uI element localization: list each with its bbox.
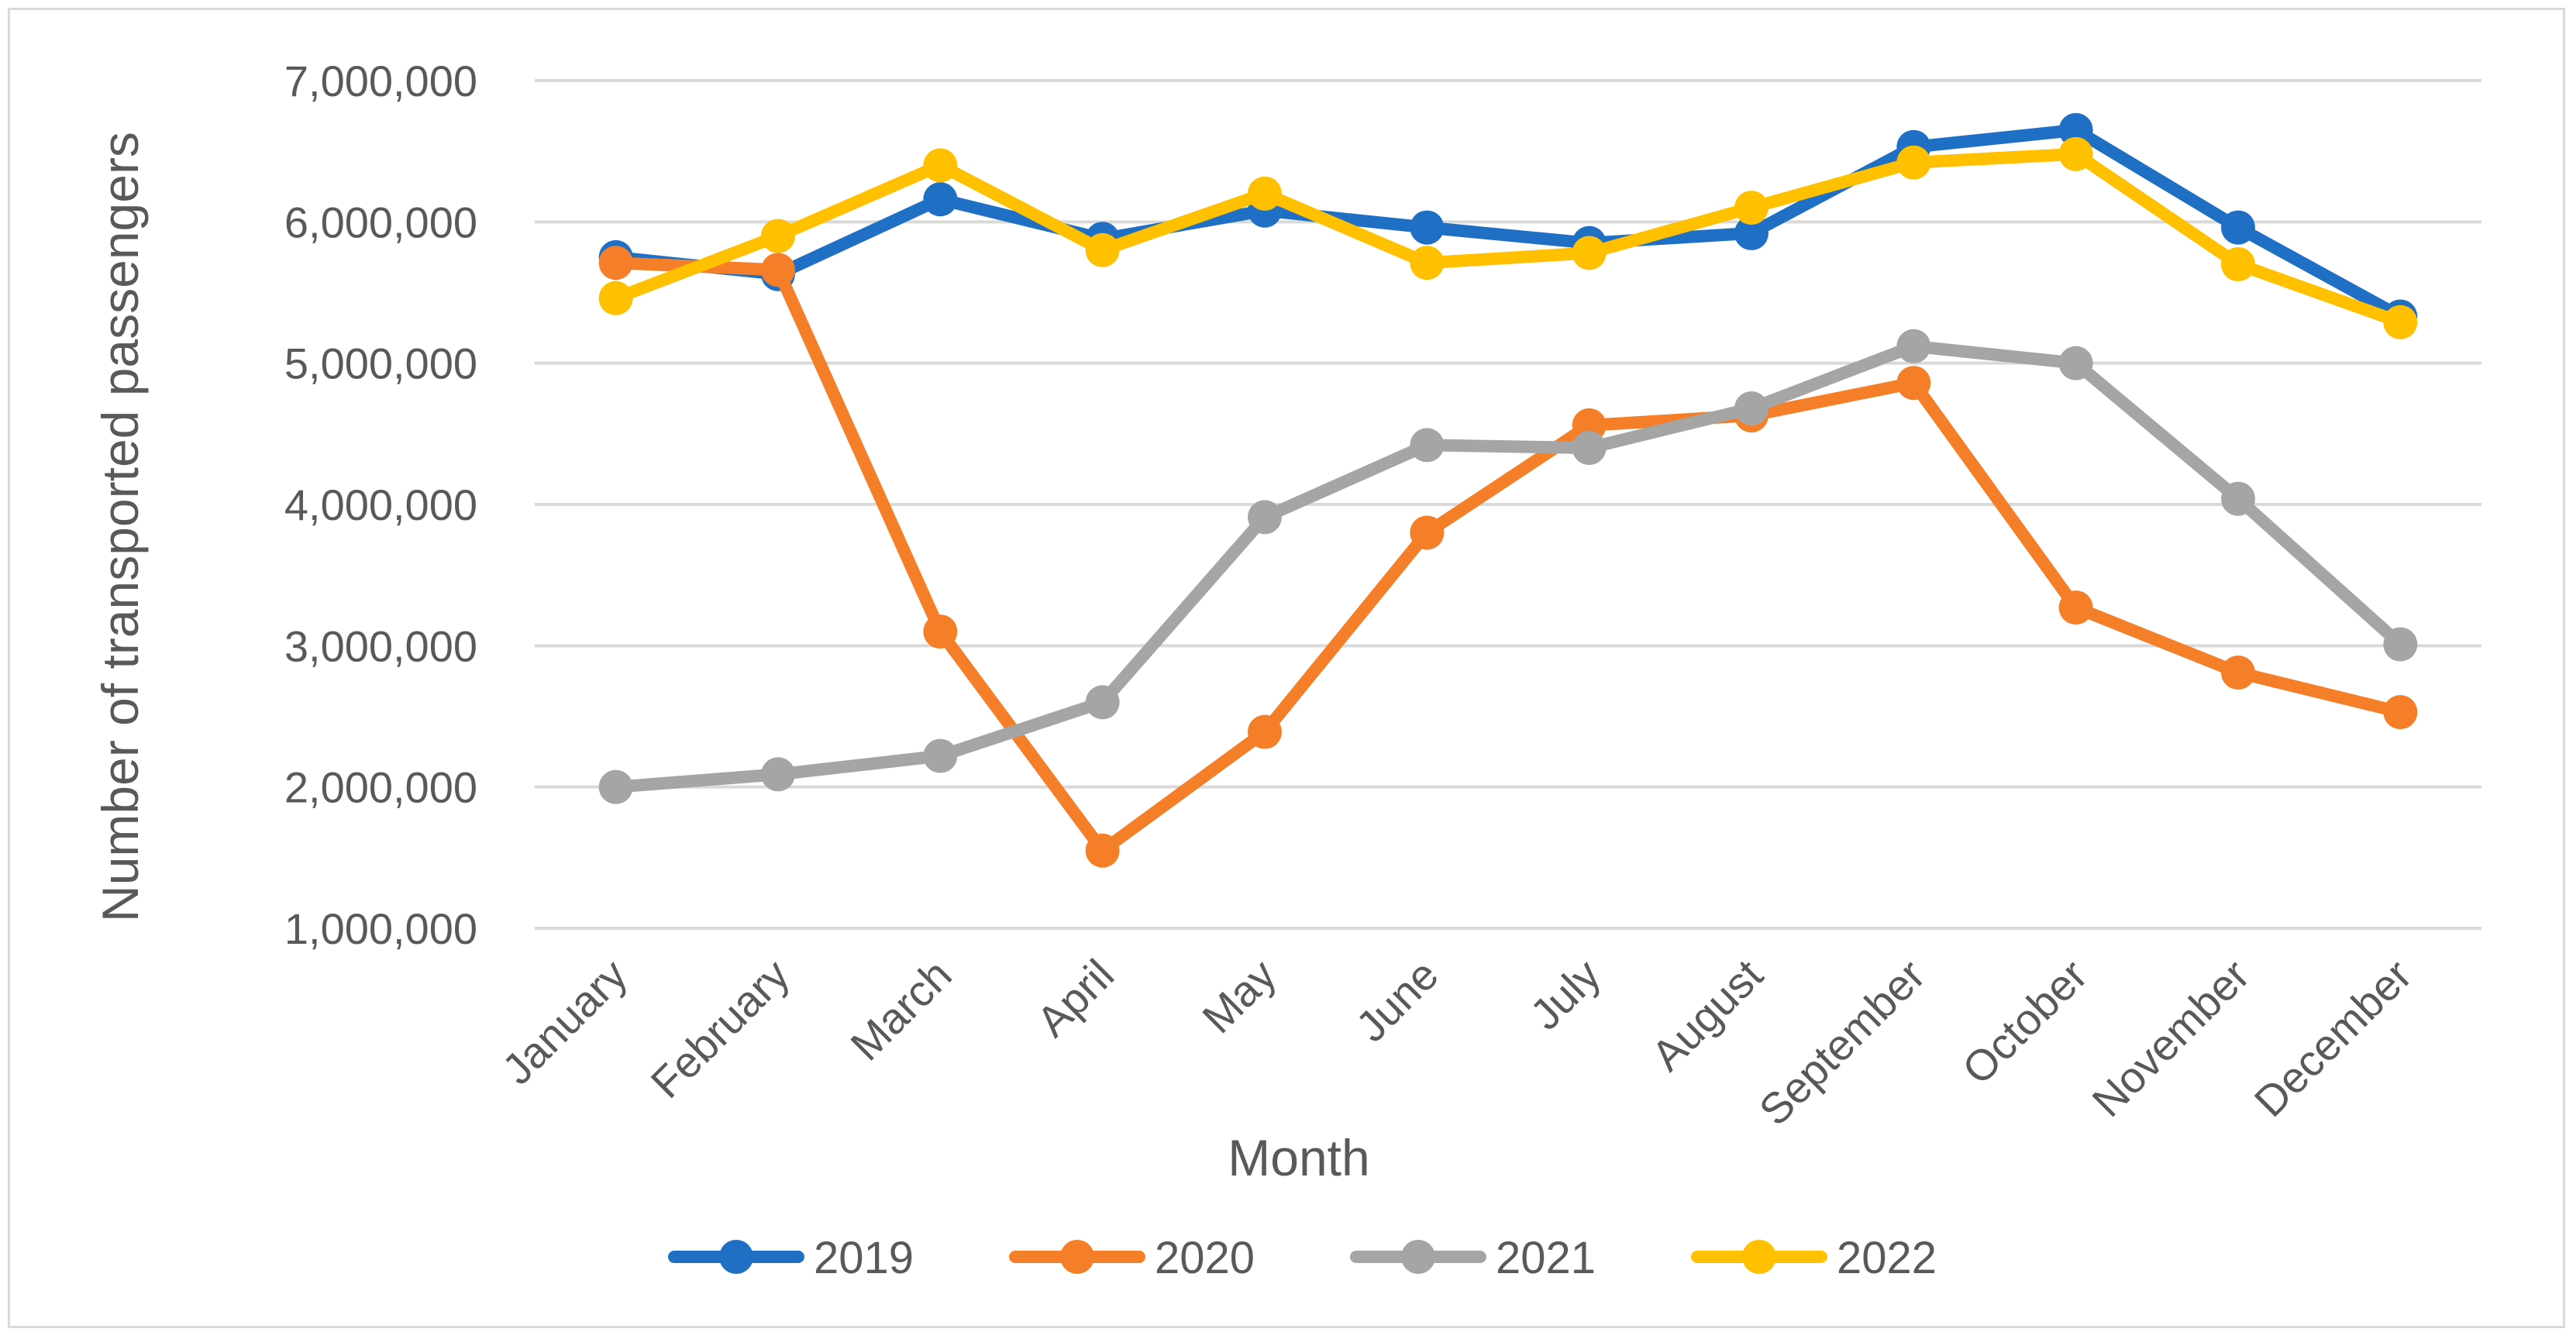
y-tick-label: 6,000,000 (284, 198, 477, 246)
data-point-2021 (923, 738, 958, 773)
legend-item-2021: 2021 (1350, 1233, 1596, 1283)
data-point-2021 (598, 769, 633, 804)
y-tick-label: 4,000,000 (284, 480, 477, 529)
data-point-2022 (1734, 191, 1768, 225)
series-line-2019 (609, 123, 2407, 323)
data-point-2022 (2221, 247, 2255, 282)
legend: 2019 2020 2021 2022 (668, 1233, 1937, 1283)
data-point-2022 (1248, 176, 1282, 211)
data-point-2019 (1734, 215, 1768, 250)
data-point-2021 (1896, 329, 1931, 363)
data-point-2020 (2221, 655, 2255, 690)
series-2022 (598, 136, 2418, 339)
legend-label: 2019 (814, 1233, 914, 1283)
data-point-2022 (598, 281, 633, 315)
y-tick-label: 5,000,000 (284, 339, 477, 388)
x-tick-label: May (1193, 950, 1285, 1042)
x-tick-label: June (1346, 950, 1447, 1051)
data-point-2020 (761, 253, 795, 287)
legend-swatch-marker (1401, 1240, 1435, 1274)
data-point-2019 (2221, 210, 2255, 245)
data-point-2022 (2058, 136, 2093, 171)
data-point-2021 (761, 757, 795, 792)
data-point-2021 (1085, 685, 1120, 720)
data-point-2020 (2058, 590, 2093, 625)
data-point-2022 (761, 219, 795, 253)
x-tick-label: February (641, 950, 798, 1107)
y-tick-label: 7,000,000 (284, 57, 477, 105)
x-tick-label: September (1750, 950, 1934, 1134)
x-tick-label: August (1642, 950, 1772, 1080)
x-tick-label: July (1520, 950, 1610, 1039)
series-line-2020 (609, 256, 2407, 857)
series-2020 (598, 246, 2418, 868)
x-axis-ticks: January February March April May June July Augu… (493, 950, 2421, 1135)
data-point-2021 (1572, 431, 1607, 466)
series-line-2021 (609, 339, 2407, 793)
data-point-2021 (1734, 391, 1768, 426)
y-axis-title: Number of transported passengers (91, 132, 149, 922)
legend-swatch-marker (719, 1240, 753, 1274)
data-point-2021 (2383, 627, 2418, 662)
x-tick-label: October (1953, 950, 2096, 1093)
data-point-2022 (923, 148, 958, 183)
series-line-2022 (609, 147, 2407, 329)
data-point-2020 (923, 614, 958, 649)
legend-swatch-marker (1742, 1240, 1776, 1274)
data-point-2020 (1085, 833, 1120, 868)
data-point-2020 (1410, 515, 1445, 550)
legend-swatch-marker (1060, 1240, 1094, 1274)
legend-label: 2020 (1155, 1233, 1255, 1283)
x-tick-label: December (2245, 950, 2421, 1126)
legend-item-2022: 2022 (1691, 1233, 1937, 1283)
data-point-2022 (1572, 236, 1607, 270)
data-point-2020 (1896, 366, 1931, 401)
data-point-2021 (2221, 481, 2255, 516)
data-point-2022 (1410, 246, 1445, 281)
chart-frame (8, 8, 2565, 1328)
y-axis-ticks: 1,000,000 2,000,000 3,000,000 4,000,000 5,00… (284, 57, 477, 953)
x-tick-label: March (841, 950, 961, 1070)
y-tick-label: 1,000,000 (284, 904, 477, 953)
x-tick-label: April (1027, 950, 1123, 1046)
data-point-2021 (2058, 346, 2093, 380)
series-lines (598, 112, 2418, 868)
legend-label: 2021 (1496, 1233, 1596, 1283)
x-tick-label: January (493, 950, 636, 1093)
data-point-2020 (1248, 714, 1282, 749)
x-tick-label: November (2082, 950, 2258, 1126)
data-point-2019 (923, 182, 958, 217)
series-2021 (598, 329, 2418, 804)
legend-item-2019: 2019 (668, 1233, 914, 1283)
data-point-2020 (2383, 695, 2418, 730)
y-tick-label: 2,000,000 (284, 763, 477, 812)
data-point-2020 (598, 246, 633, 281)
data-point-2021 (1410, 428, 1445, 463)
legend-item-2020: 2020 (1009, 1233, 1255, 1283)
y-tick-label: 3,000,000 (284, 621, 477, 670)
legend-label: 2022 (1837, 1233, 1937, 1283)
x-axis-title: Month (1228, 1129, 1369, 1186)
data-point-2022 (1085, 232, 1120, 267)
data-point-2022 (2383, 305, 2418, 339)
gridlines (535, 79, 2481, 930)
data-point-2022 (1896, 145, 1931, 180)
data-point-2019 (2058, 112, 2093, 147)
data-point-2019 (1410, 210, 1445, 245)
data-point-2021 (1248, 500, 1282, 535)
